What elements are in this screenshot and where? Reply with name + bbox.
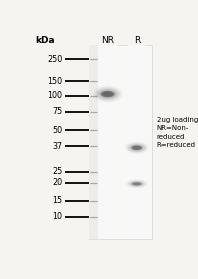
Text: kDa: kDa <box>35 37 54 45</box>
Ellipse shape <box>127 143 146 153</box>
Ellipse shape <box>100 90 116 98</box>
Text: 100: 100 <box>47 91 62 100</box>
Ellipse shape <box>101 91 114 97</box>
Text: 37: 37 <box>52 141 62 151</box>
Ellipse shape <box>129 181 144 187</box>
Ellipse shape <box>131 145 142 150</box>
Ellipse shape <box>131 182 143 186</box>
Ellipse shape <box>134 183 139 185</box>
Ellipse shape <box>135 147 139 149</box>
Text: 20: 20 <box>52 178 62 187</box>
Ellipse shape <box>134 183 140 185</box>
Ellipse shape <box>104 92 112 96</box>
Ellipse shape <box>132 146 141 150</box>
Text: 50: 50 <box>52 126 62 135</box>
Bar <box>89 45 98 239</box>
Text: 15: 15 <box>52 196 62 205</box>
Text: 10: 10 <box>52 212 62 221</box>
Ellipse shape <box>129 144 145 151</box>
Ellipse shape <box>132 182 141 186</box>
Ellipse shape <box>132 146 142 150</box>
Ellipse shape <box>135 183 138 184</box>
Text: 150: 150 <box>47 77 62 86</box>
Ellipse shape <box>128 143 145 152</box>
Ellipse shape <box>128 181 146 187</box>
Ellipse shape <box>133 182 141 185</box>
Ellipse shape <box>135 147 138 148</box>
Ellipse shape <box>102 92 113 97</box>
Bar <box>128 45 145 239</box>
Text: R: R <box>134 37 140 45</box>
Ellipse shape <box>99 90 117 98</box>
Ellipse shape <box>131 145 143 151</box>
Bar <box>98 45 118 239</box>
Ellipse shape <box>95 88 120 100</box>
Text: 250: 250 <box>47 55 62 64</box>
Text: 75: 75 <box>52 107 62 116</box>
Text: 25: 25 <box>52 167 62 176</box>
Bar <box>89 45 152 239</box>
Ellipse shape <box>101 91 114 97</box>
Ellipse shape <box>133 183 140 185</box>
Ellipse shape <box>135 183 139 184</box>
Text: 2ug loading
NR=Non-
reduced
R=reduced: 2ug loading NR=Non- reduced R=reduced <box>157 117 198 148</box>
Ellipse shape <box>134 146 139 149</box>
Ellipse shape <box>105 93 110 95</box>
Ellipse shape <box>106 93 110 95</box>
Ellipse shape <box>132 182 142 186</box>
Ellipse shape <box>101 91 114 97</box>
Ellipse shape <box>133 146 141 150</box>
Ellipse shape <box>133 146 140 149</box>
Ellipse shape <box>131 145 142 150</box>
Text: NR: NR <box>101 37 114 45</box>
Ellipse shape <box>97 88 119 100</box>
Ellipse shape <box>129 181 145 187</box>
Ellipse shape <box>130 181 143 186</box>
Ellipse shape <box>103 92 112 96</box>
Ellipse shape <box>132 182 142 186</box>
Ellipse shape <box>104 92 111 96</box>
Ellipse shape <box>130 145 144 151</box>
Ellipse shape <box>98 89 118 99</box>
